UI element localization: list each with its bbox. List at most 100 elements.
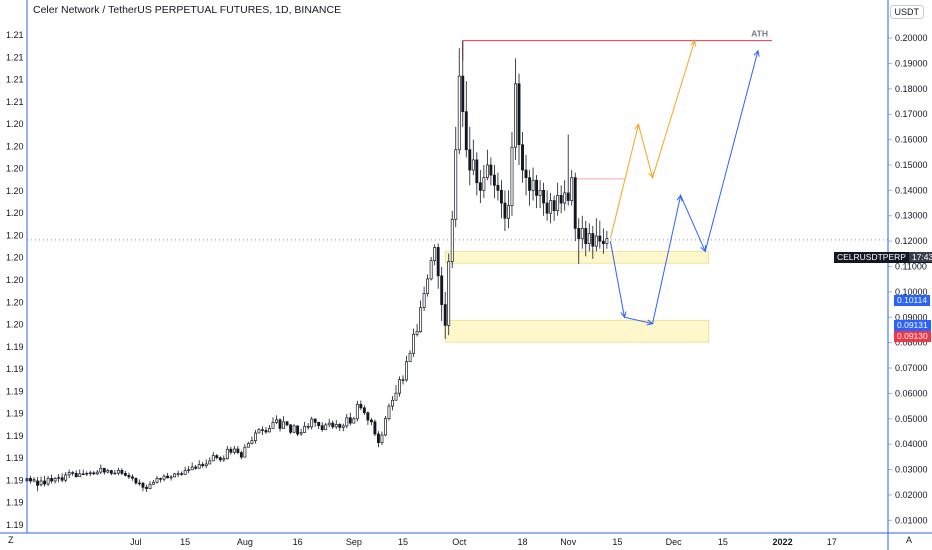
candle (208, 457, 212, 465)
left-axis-tick: 1.21 (6, 75, 24, 85)
candle (162, 474, 166, 482)
candle (296, 425, 300, 437)
candle (471, 139, 475, 176)
candle-body-down (166, 475, 170, 479)
right-axis-tick: 0.01000 (895, 515, 928, 525)
candle-body-up (352, 418, 356, 424)
candle (148, 481, 152, 490)
candle-body-up (507, 205, 510, 219)
left-axis-tick: 1.19 (6, 342, 24, 352)
demand-zone-upper (444, 250, 710, 264)
candle-body-down (373, 421, 377, 435)
candle (123, 470, 127, 477)
candle-body-up (282, 421, 285, 429)
candle-body-up (447, 261, 451, 326)
candle (524, 154, 528, 196)
candle-body-down (577, 228, 581, 239)
candle-body-down (559, 195, 563, 204)
left-axis-tick: 1.21 (6, 97, 24, 107)
candle (552, 195, 556, 221)
candle-body-up (57, 477, 61, 479)
candle (253, 429, 257, 444)
candle (106, 468, 110, 474)
blue-path-arrowhead (753, 49, 760, 57)
candle-body-up (380, 434, 384, 443)
candle-body-down (366, 412, 370, 421)
candle (320, 422, 324, 432)
candle-body-down (285, 421, 289, 426)
candle-body-up (271, 421, 275, 429)
candle-body-up (204, 463, 208, 467)
candle (412, 328, 416, 357)
candle-body-up (408, 352, 412, 363)
candle-body-up (169, 476, 173, 479)
candle (99, 464, 103, 475)
candle (201, 461, 205, 468)
candle-body-down (521, 144, 524, 171)
x-axis-tick: 15 (718, 537, 728, 547)
chart-title: Celer Network / TetherUS PERPETUAL FUTUR… (33, 4, 342, 16)
candle-body-down (141, 482, 145, 488)
right-axis-tick: 0.03000 (895, 465, 928, 475)
x-axis-tick: 15 (612, 537, 622, 547)
candle (218, 456, 222, 462)
left-axis-tick: 1.19 (6, 409, 24, 419)
demand-zone-lower (444, 319, 710, 343)
candle (317, 421, 321, 429)
candle (454, 126, 458, 228)
candle-body-up (116, 469, 120, 474)
candle (222, 455, 226, 462)
candle (275, 415, 278, 425)
candle (264, 427, 268, 435)
candle-body-up (556, 195, 560, 212)
candle (369, 418, 373, 426)
candle-body-down (71, 472, 75, 474)
candle (324, 422, 328, 431)
candle (141, 481, 145, 492)
candle-body-down (194, 466, 198, 469)
candle-body-up (64, 474, 68, 481)
right-axis-tick: 0.09000 (895, 312, 928, 322)
candle (145, 484, 148, 492)
candle (204, 459, 208, 469)
candle-body-down (542, 190, 546, 204)
candle-body-up (412, 333, 416, 354)
candle-body-up (250, 440, 254, 444)
candle (433, 244, 437, 266)
candle (535, 175, 539, 209)
candle (478, 170, 482, 204)
corner-right-label[interactable]: A (906, 535, 913, 545)
currency-unit-button[interactable]: USDT (889, 5, 924, 19)
candle-body-up (39, 480, 43, 486)
candle-body-down (317, 421, 321, 426)
candle (401, 375, 405, 385)
candle (387, 403, 391, 421)
candle (489, 157, 493, 186)
candle (190, 462, 194, 471)
candle-body-down (443, 304, 447, 326)
left-axis-tick: 1.20 (6, 297, 24, 307)
candle (67, 469, 71, 479)
right-axis-tick: 0.06000 (895, 388, 928, 398)
candle (109, 469, 113, 476)
candle (159, 477, 162, 483)
candle (468, 126, 472, 186)
candle (577, 218, 581, 264)
candle-body-up (471, 159, 475, 171)
candle (521, 131, 524, 183)
candle (134, 477, 138, 485)
candle-body-down (236, 448, 240, 453)
candle-body-down (338, 424, 342, 428)
symbol-label: CELRUSDTPERP (834, 252, 909, 262)
candle (183, 466, 187, 475)
candle (229, 446, 233, 455)
right-axis-tick: 0.16000 (895, 135, 928, 145)
candle-body-up (243, 446, 247, 458)
candle-body-up (162, 475, 166, 480)
corner-left-label[interactable]: Z (8, 535, 14, 545)
candle-body-up (454, 149, 458, 220)
candle-body-down (120, 469, 124, 474)
candle (580, 215, 584, 249)
